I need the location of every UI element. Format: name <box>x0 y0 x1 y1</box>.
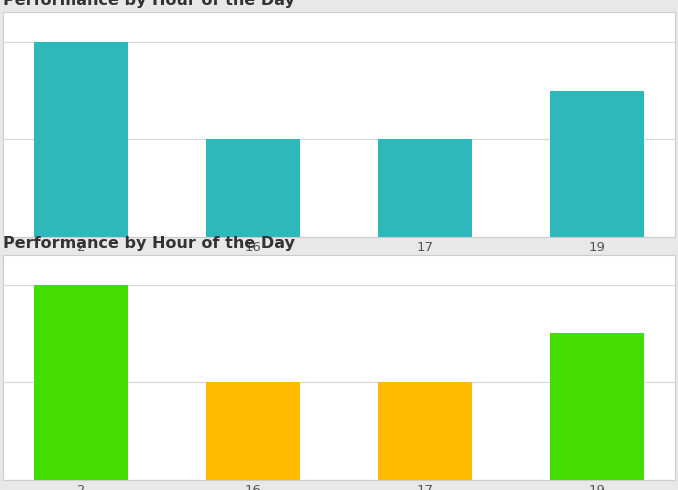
Bar <box>378 382 472 480</box>
Bar <box>3 255 675 480</box>
Bar <box>206 382 300 480</box>
Bar <box>206 140 300 237</box>
Text: Performance by Hour of the Day: Performance by Hour of the Day <box>3 236 295 251</box>
Bar <box>378 140 472 237</box>
Bar <box>3 12 675 237</box>
Bar <box>34 285 128 480</box>
Bar <box>550 334 644 480</box>
Bar <box>34 42 128 237</box>
Text: Performance by Hour of the Day: Performance by Hour of the Day <box>3 0 295 8</box>
Bar <box>550 91 644 237</box>
